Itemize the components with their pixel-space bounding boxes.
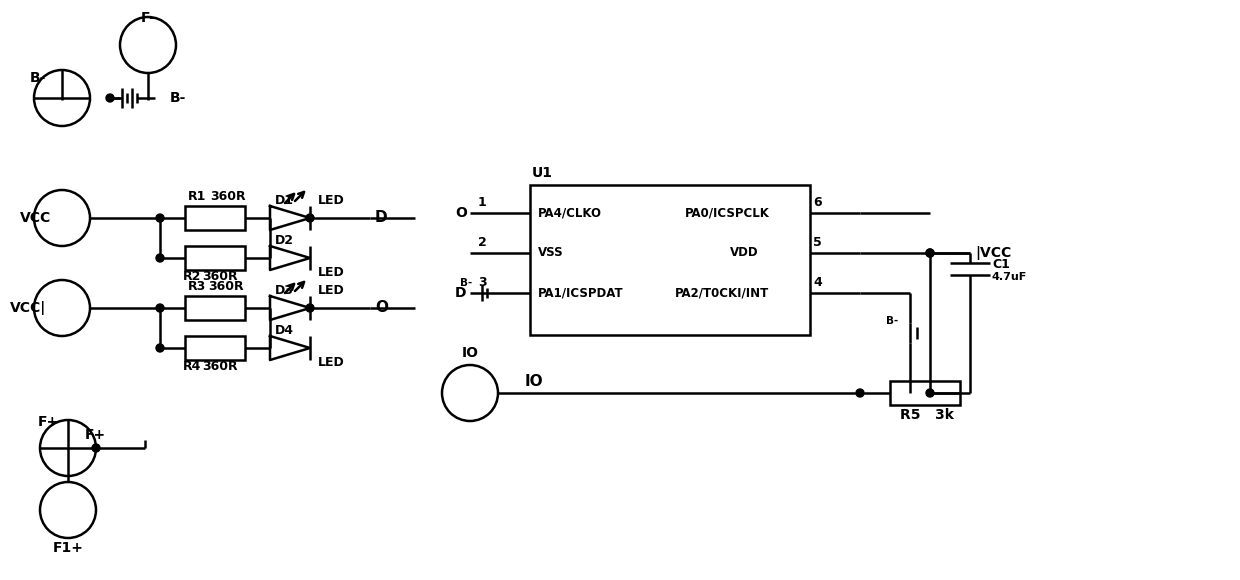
Text: B-: B- — [460, 278, 472, 288]
Text: R2: R2 — [184, 270, 201, 282]
Text: VSS: VSS — [538, 246, 564, 259]
Text: B-: B- — [30, 71, 46, 85]
Text: B-: B- — [885, 316, 898, 326]
Circle shape — [156, 214, 164, 222]
Text: O: O — [374, 300, 388, 316]
Text: LED: LED — [317, 194, 345, 206]
Text: 4: 4 — [813, 277, 822, 289]
Text: D3: D3 — [275, 284, 294, 296]
Bar — [185, 296, 246, 320]
Text: |VCC: |VCC — [975, 246, 1012, 260]
Bar — [185, 336, 246, 360]
Circle shape — [92, 444, 100, 452]
Text: LED: LED — [317, 266, 345, 278]
Text: R3: R3 — [188, 280, 206, 292]
Bar — [890, 381, 960, 405]
Text: 2: 2 — [477, 237, 487, 249]
Circle shape — [926, 389, 934, 397]
Text: F+: F+ — [86, 428, 107, 442]
Text: LED: LED — [317, 356, 345, 368]
Text: R4: R4 — [184, 360, 201, 372]
Text: VDD: VDD — [730, 246, 759, 259]
Text: PA0/ICSPCLK: PA0/ICSPCLK — [684, 206, 770, 219]
Text: IO: IO — [461, 346, 479, 360]
Text: D: D — [374, 211, 388, 226]
Bar — [185, 246, 246, 270]
Circle shape — [156, 254, 164, 262]
Bar — [529, 185, 810, 335]
Text: D1: D1 — [275, 194, 294, 206]
Text: 4.7uF: 4.7uF — [992, 272, 1027, 282]
Text: PA2/T0CKI/INT: PA2/T0CKI/INT — [675, 287, 769, 299]
Text: D4: D4 — [275, 324, 294, 336]
Text: 6: 6 — [813, 197, 822, 209]
Text: R1: R1 — [188, 190, 206, 202]
Text: PA4/CLKO: PA4/CLKO — [538, 206, 601, 219]
Circle shape — [306, 304, 314, 312]
Text: C1: C1 — [992, 259, 1009, 271]
Text: U1: U1 — [532, 166, 553, 180]
Text: R5   3k: R5 3k — [900, 408, 954, 422]
Circle shape — [306, 214, 314, 222]
Text: LED: LED — [317, 284, 345, 296]
Circle shape — [156, 304, 164, 312]
Text: 360R: 360R — [208, 280, 243, 292]
Bar — [185, 206, 246, 230]
Circle shape — [156, 344, 164, 352]
Text: VCC: VCC — [20, 211, 51, 225]
Text: F1+: F1+ — [52, 541, 83, 555]
Text: B-: B- — [170, 91, 186, 105]
Text: 360R: 360R — [202, 270, 238, 282]
Text: D: D — [455, 286, 466, 300]
Text: 1: 1 — [477, 197, 487, 209]
Circle shape — [926, 249, 934, 257]
Text: F+: F+ — [38, 415, 60, 429]
Text: PA1/ICSPDAT: PA1/ICSPDAT — [538, 287, 624, 299]
Circle shape — [105, 94, 114, 102]
Text: 360R: 360R — [210, 190, 246, 202]
Text: 3: 3 — [477, 277, 486, 289]
Circle shape — [856, 389, 864, 397]
Text: D2: D2 — [275, 234, 294, 246]
Circle shape — [926, 249, 934, 257]
Text: 360R: 360R — [202, 360, 238, 372]
Text: IO: IO — [525, 374, 543, 389]
Text: 5: 5 — [813, 237, 822, 249]
Text: VCC|: VCC| — [10, 301, 46, 315]
Text: F-: F- — [140, 11, 155, 25]
Text: O: O — [455, 206, 467, 220]
